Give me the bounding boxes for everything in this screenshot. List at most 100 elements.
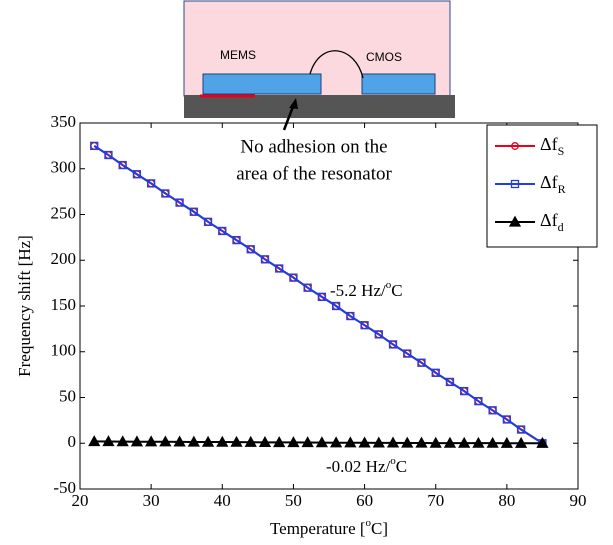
point	[415, 436, 428, 448]
point	[260, 255, 270, 264]
point	[287, 436, 300, 448]
x-tick-label: 20	[72, 491, 89, 510]
slope-label: -5.2 Hz/oC	[330, 279, 403, 300]
y-tick-label: 150	[51, 295, 77, 314]
point	[175, 198, 184, 207]
inset-wire	[309, 50, 364, 79]
x-tick-label: 60	[356, 491, 373, 510]
point	[331, 301, 341, 311]
point	[203, 217, 213, 226]
inset-cmos	[361, 73, 436, 95]
point	[386, 436, 400, 448]
point	[130, 435, 144, 447]
point	[315, 436, 328, 448]
y-tick-label: 350	[51, 112, 77, 131]
point	[344, 436, 357, 448]
point	[118, 160, 127, 170]
y-tick-label: 300	[51, 158, 77, 177]
point	[230, 435, 243, 447]
point	[330, 436, 343, 448]
x-tick-label: 80	[498, 491, 515, 510]
point	[474, 397, 483, 406]
point	[458, 436, 471, 448]
point	[145, 435, 158, 447]
point	[346, 311, 355, 321]
inset-mems	[202, 73, 322, 95]
point	[90, 141, 99, 151]
x-tick-label: 30	[143, 491, 160, 510]
text-part: o	[386, 279, 392, 291]
point	[88, 435, 101, 447]
y-axis-label: Frequency shift [Hz]	[15, 235, 34, 377]
point	[360, 321, 369, 330]
point	[216, 435, 229, 447]
point	[258, 435, 272, 447]
legend-label: ΔfS	[540, 134, 564, 158]
point	[187, 435, 200, 447]
label-background	[316, 454, 448, 482]
point	[173, 435, 186, 447]
point	[417, 358, 426, 367]
point	[104, 150, 113, 160]
point	[502, 415, 512, 424]
legend-label: Δfd	[540, 210, 564, 234]
point	[189, 207, 198, 216]
y-tick-label: 250	[51, 203, 77, 222]
point	[289, 273, 298, 282]
point	[445, 377, 455, 387]
point	[232, 235, 241, 245]
point	[460, 386, 469, 396]
inset-substrate	[184, 95, 455, 118]
point	[374, 330, 383, 339]
slope-label: -0.02 Hz/oC	[326, 455, 407, 476]
point	[403, 349, 412, 358]
text-part: Δf	[540, 172, 558, 192]
point	[146, 179, 156, 188]
legend-label: ΔfR	[540, 172, 566, 196]
annotation: area of the resonator	[236, 163, 392, 184]
y-tick-label: 0	[68, 432, 77, 451]
text-part: Δf	[540, 134, 558, 154]
y-tick-label: 200	[51, 249, 77, 268]
point	[102, 435, 115, 447]
text-part: d	[558, 220, 564, 234]
x-tick-label: 50	[285, 491, 302, 510]
annotation: No adhesion on the	[240, 136, 387, 157]
x-tick-label: 40	[214, 491, 231, 510]
text-part: -5.2 Hz/	[330, 281, 386, 300]
point	[514, 436, 528, 448]
x-axis-label: Temperature [oC]	[270, 517, 388, 538]
point	[372, 436, 385, 448]
series-line	[93, 145, 543, 445]
inset-label: MEMS	[220, 48, 256, 62]
legend-marker	[510, 179, 520, 189]
point	[388, 340, 398, 349]
point	[443, 436, 457, 448]
annotation-arrowhead	[289, 98, 298, 109]
point	[500, 436, 513, 448]
text-part: C	[391, 281, 402, 300]
point	[431, 368, 440, 377]
point	[218, 226, 227, 236]
text-part: Temperature [	[270, 519, 366, 538]
text-part: o	[390, 455, 396, 467]
point	[275, 264, 284, 273]
text-part: Δf	[540, 210, 558, 230]
point	[116, 435, 129, 447]
text-part: -0.02 Hz/	[326, 457, 390, 476]
point	[244, 435, 257, 447]
inset-label: CMOS	[366, 50, 402, 64]
legend-marker	[511, 142, 519, 150]
point	[488, 406, 497, 415]
y-tick-label: 100	[51, 341, 77, 360]
text-part: C]	[371, 519, 388, 538]
point	[201, 435, 215, 447]
text-part: S	[558, 144, 565, 158]
point	[472, 436, 485, 448]
point	[246, 245, 255, 254]
point	[536, 436, 549, 448]
x-tick-label: 70	[427, 491, 444, 510]
point	[401, 436, 414, 448]
point	[161, 189, 170, 198]
